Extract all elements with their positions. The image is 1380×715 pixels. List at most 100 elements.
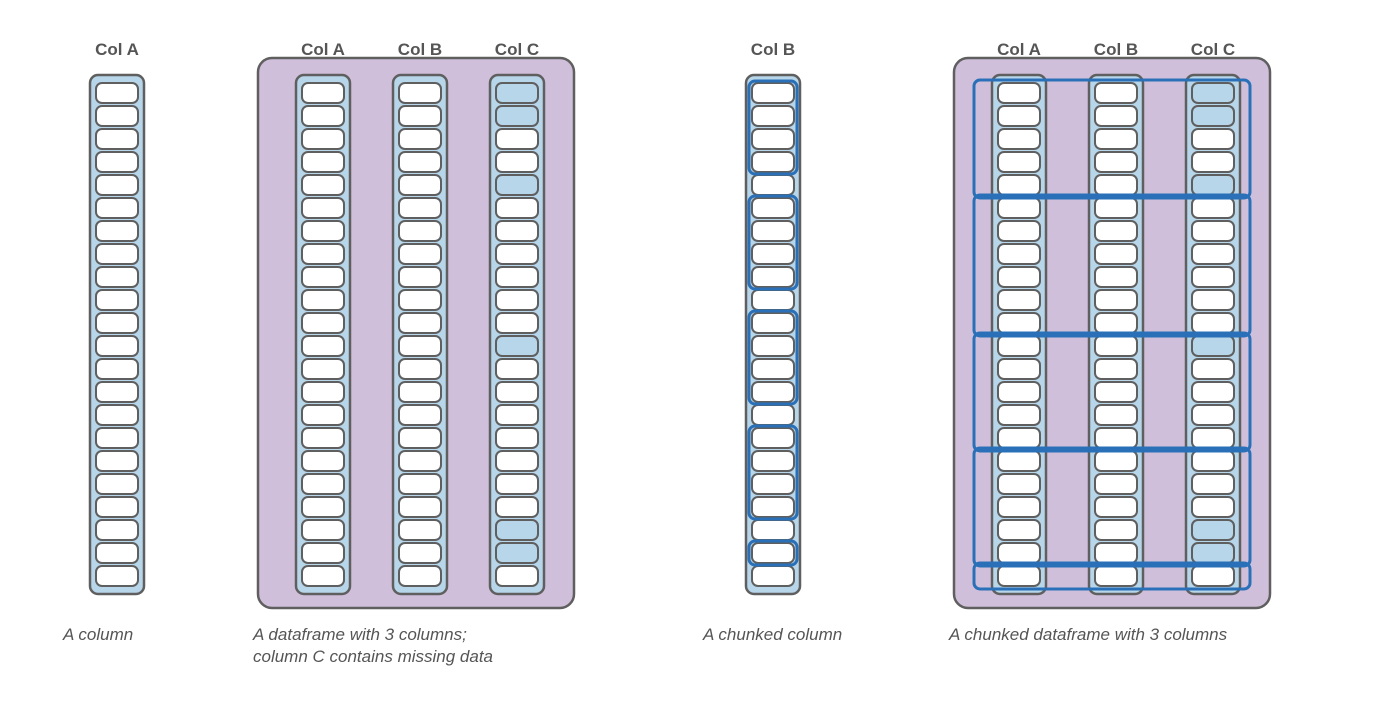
fig-dataframe-col: Col C — [490, 40, 544, 594]
cell — [1192, 474, 1234, 494]
cell — [399, 152, 441, 172]
cell — [399, 313, 441, 333]
caption: A chunked column — [702, 625, 842, 644]
cell — [752, 497, 794, 517]
cell — [1095, 451, 1137, 471]
cell — [96, 382, 138, 402]
cell — [302, 290, 344, 310]
cell — [302, 336, 344, 356]
fig-chunked-dataframe-col: Col C — [1186, 40, 1240, 594]
cell — [302, 175, 344, 195]
cell — [302, 106, 344, 126]
cell — [998, 198, 1040, 218]
cell — [752, 198, 794, 218]
cell — [399, 405, 441, 425]
caption: column C contains missing data — [253, 647, 493, 666]
diagram-canvas: Col AA columnCol ACol BCol CA dataframe … — [0, 0, 1380, 715]
cell — [496, 313, 538, 333]
cell — [496, 566, 538, 586]
cell — [96, 336, 138, 356]
cell — [399, 267, 441, 287]
cell — [302, 313, 344, 333]
cell — [998, 566, 1040, 586]
cell — [496, 267, 538, 287]
caption: A chunked dataframe with 3 columns — [948, 625, 1228, 644]
cell — [752, 221, 794, 241]
cell — [998, 359, 1040, 379]
cell — [752, 451, 794, 471]
cell — [399, 359, 441, 379]
cell — [998, 83, 1040, 103]
cell — [1095, 543, 1137, 563]
column-header: Col B — [398, 40, 442, 59]
cell — [998, 152, 1040, 172]
cell — [998, 520, 1040, 540]
cell — [96, 543, 138, 563]
cell — [496, 129, 538, 149]
cell — [399, 290, 441, 310]
cell — [302, 359, 344, 379]
cell — [302, 198, 344, 218]
cell — [399, 474, 441, 494]
cell — [1095, 336, 1137, 356]
cell — [1095, 359, 1137, 379]
cell — [1192, 244, 1234, 264]
column-header: Col C — [1191, 40, 1235, 59]
cell — [302, 382, 344, 402]
cell — [1192, 359, 1234, 379]
fig-chunked-dataframe-col: Col B — [1089, 40, 1143, 594]
cell — [998, 313, 1040, 333]
cell — [752, 313, 794, 333]
cell — [998, 267, 1040, 287]
cell — [1192, 83, 1234, 103]
cell — [1095, 198, 1137, 218]
cell — [399, 451, 441, 471]
cell — [96, 198, 138, 218]
cell — [752, 474, 794, 494]
cell — [302, 543, 344, 563]
cell — [96, 474, 138, 494]
cell — [1192, 382, 1234, 402]
cell — [399, 382, 441, 402]
cell — [998, 497, 1040, 517]
cell — [496, 428, 538, 448]
cell — [496, 175, 538, 195]
cell — [496, 244, 538, 264]
cell — [496, 198, 538, 218]
cell — [1192, 129, 1234, 149]
cell — [96, 290, 138, 310]
cell — [302, 474, 344, 494]
cell — [998, 428, 1040, 448]
caption: A column — [62, 625, 133, 644]
cell — [752, 520, 794, 540]
cell — [302, 520, 344, 540]
cell — [302, 497, 344, 517]
column-header: Col A — [95, 40, 139, 59]
cell — [496, 474, 538, 494]
cell — [1095, 474, 1137, 494]
cell — [96, 313, 138, 333]
cell — [1192, 106, 1234, 126]
cell — [752, 152, 794, 172]
cell — [302, 221, 344, 241]
cell — [302, 451, 344, 471]
cell — [96, 152, 138, 172]
cell — [96, 175, 138, 195]
cell — [302, 129, 344, 149]
cell — [1192, 198, 1234, 218]
cell — [752, 129, 794, 149]
cell — [1192, 221, 1234, 241]
cell — [96, 405, 138, 425]
cell — [96, 106, 138, 126]
column-header: Col B — [751, 40, 795, 59]
cell — [1192, 267, 1234, 287]
cell — [752, 405, 794, 425]
cell — [496, 382, 538, 402]
cell — [302, 267, 344, 287]
cell — [496, 83, 538, 103]
cell — [998, 382, 1040, 402]
cell — [96, 497, 138, 517]
cell — [399, 106, 441, 126]
cell — [96, 428, 138, 448]
cell — [1095, 129, 1137, 149]
